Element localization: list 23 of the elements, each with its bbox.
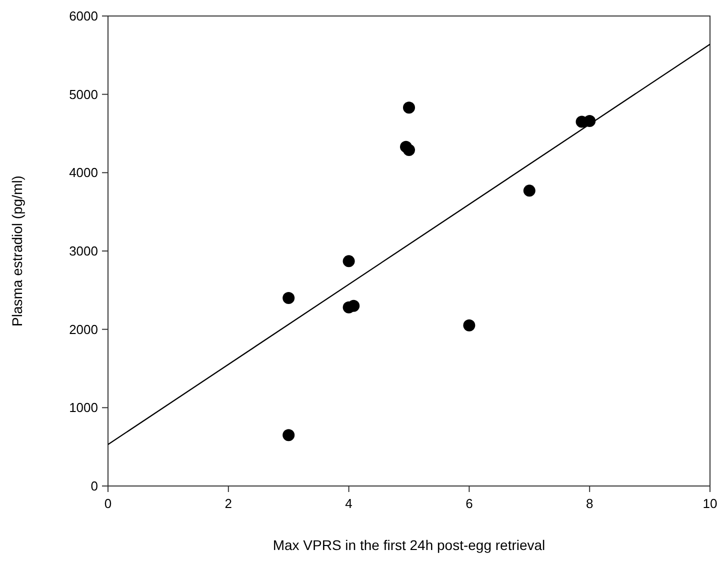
- x-tick-label: 8: [586, 496, 594, 511]
- x-tick-label: 4: [345, 496, 352, 511]
- y-tick-label: 6000: [69, 8, 98, 24]
- y-tick-label: 4000: [69, 165, 98, 180]
- x-tick-label: 6: [466, 496, 473, 511]
- point: [403, 144, 415, 156]
- point: [403, 102, 415, 114]
- point: [282, 429, 295, 442]
- x-tick-label: 10: [702, 496, 717, 511]
- x-axis-title: Max VPRS in the first 24h post-egg retrieval: [272, 537, 546, 553]
- point: [463, 319, 476, 332]
- y-axis-title: Plasma estradiol (pg/ml): [9, 176, 25, 326]
- x-tick-label: 0: [104, 496, 112, 511]
- point: [523, 184, 536, 197]
- point: [342, 255, 355, 268]
- y-tick-label: 1000: [69, 400, 98, 416]
- x-tick-label: 2: [224, 496, 232, 511]
- point: [282, 292, 295, 304]
- y-tick-label: 5000: [69, 86, 98, 102]
- y-tick-label: 2000: [69, 322, 98, 337]
- point: [584, 114, 596, 127]
- y-tick-label: 0: [90, 478, 98, 494]
- y-tick-label: 3000: [69, 244, 98, 258]
